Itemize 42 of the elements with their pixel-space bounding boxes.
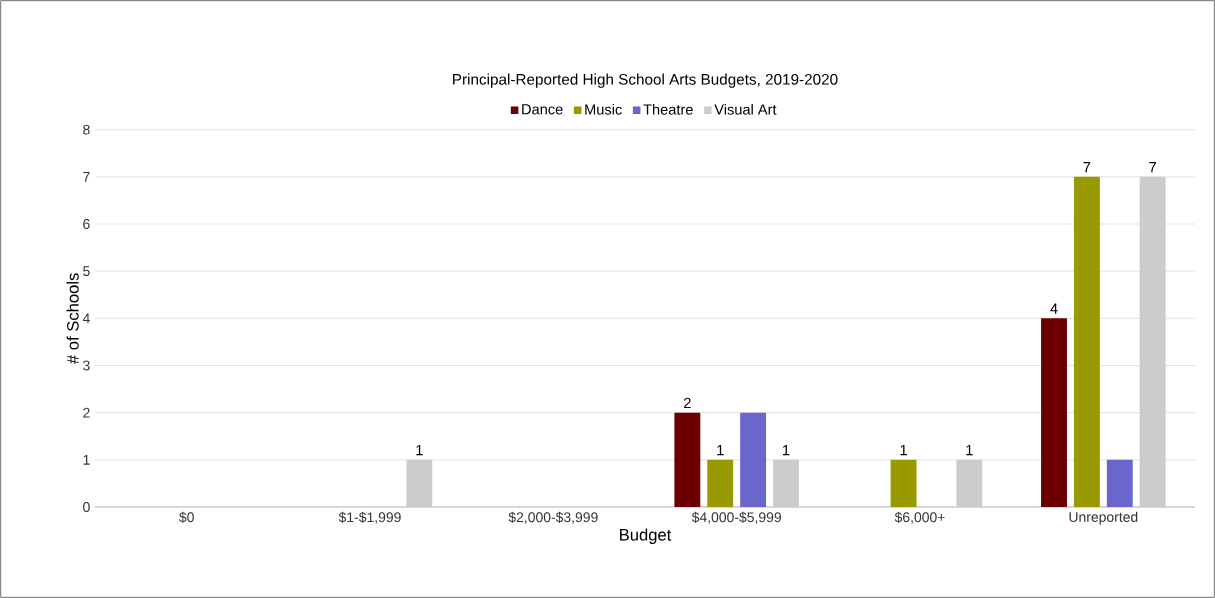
bar [674,412,701,507]
x-tick-label: $0 [179,511,194,523]
x-tick-label: $2,000-$3,999 [508,511,598,524]
legend-label: Visual Art [714,103,777,115]
legend-label: Dance [522,104,563,115]
bar [1073,176,1100,507]
bar [890,459,917,507]
chart-title: Principal-Reported High School Arts Budgets, 2019-2020 [453,73,838,88]
bar [956,459,983,507]
bar [406,459,433,507]
x-tick-label: $6,000+ [894,511,945,524]
data-label: 1 [966,445,973,456]
bar [773,459,799,507]
x-tick-label: Unreported [1069,511,1138,525]
y-tick-label: 5 [83,266,90,277]
bar [1139,176,1166,507]
y-tick-label: 6 [83,219,90,229]
y-tick-label: 1 [83,455,90,465]
data-label: 7 [1149,162,1156,173]
x-tick-label: $4,000-$5,999 [691,511,781,524]
data-label: 2 [684,397,691,408]
x-axis-title: Budget [620,528,672,544]
bar [707,459,734,507]
legend-label: Music [585,103,622,115]
data-label: 1 [783,445,790,456]
data-label: 1 [900,445,907,456]
legend-label: Theatre [643,103,693,115]
data-label: 4 [1050,303,1058,314]
data-label: 1 [717,445,724,456]
bar [1041,318,1067,507]
x-tick-label: $1-$1,999 [338,511,401,524]
y-tick-label: 4 [82,313,90,324]
y-tick-label: 3 [83,360,90,371]
y-axis-title: # of Schools [66,273,79,364]
y-tick-label: 0 [83,502,90,512]
bar [1106,459,1133,507]
y-tick-label: 8 [83,124,90,135]
y-tick-label: 2 [83,407,90,418]
data-label: 7 [1083,162,1091,173]
data-label: 1 [416,445,423,456]
y-tick-label: 7 [83,172,90,182]
bar [740,412,767,507]
